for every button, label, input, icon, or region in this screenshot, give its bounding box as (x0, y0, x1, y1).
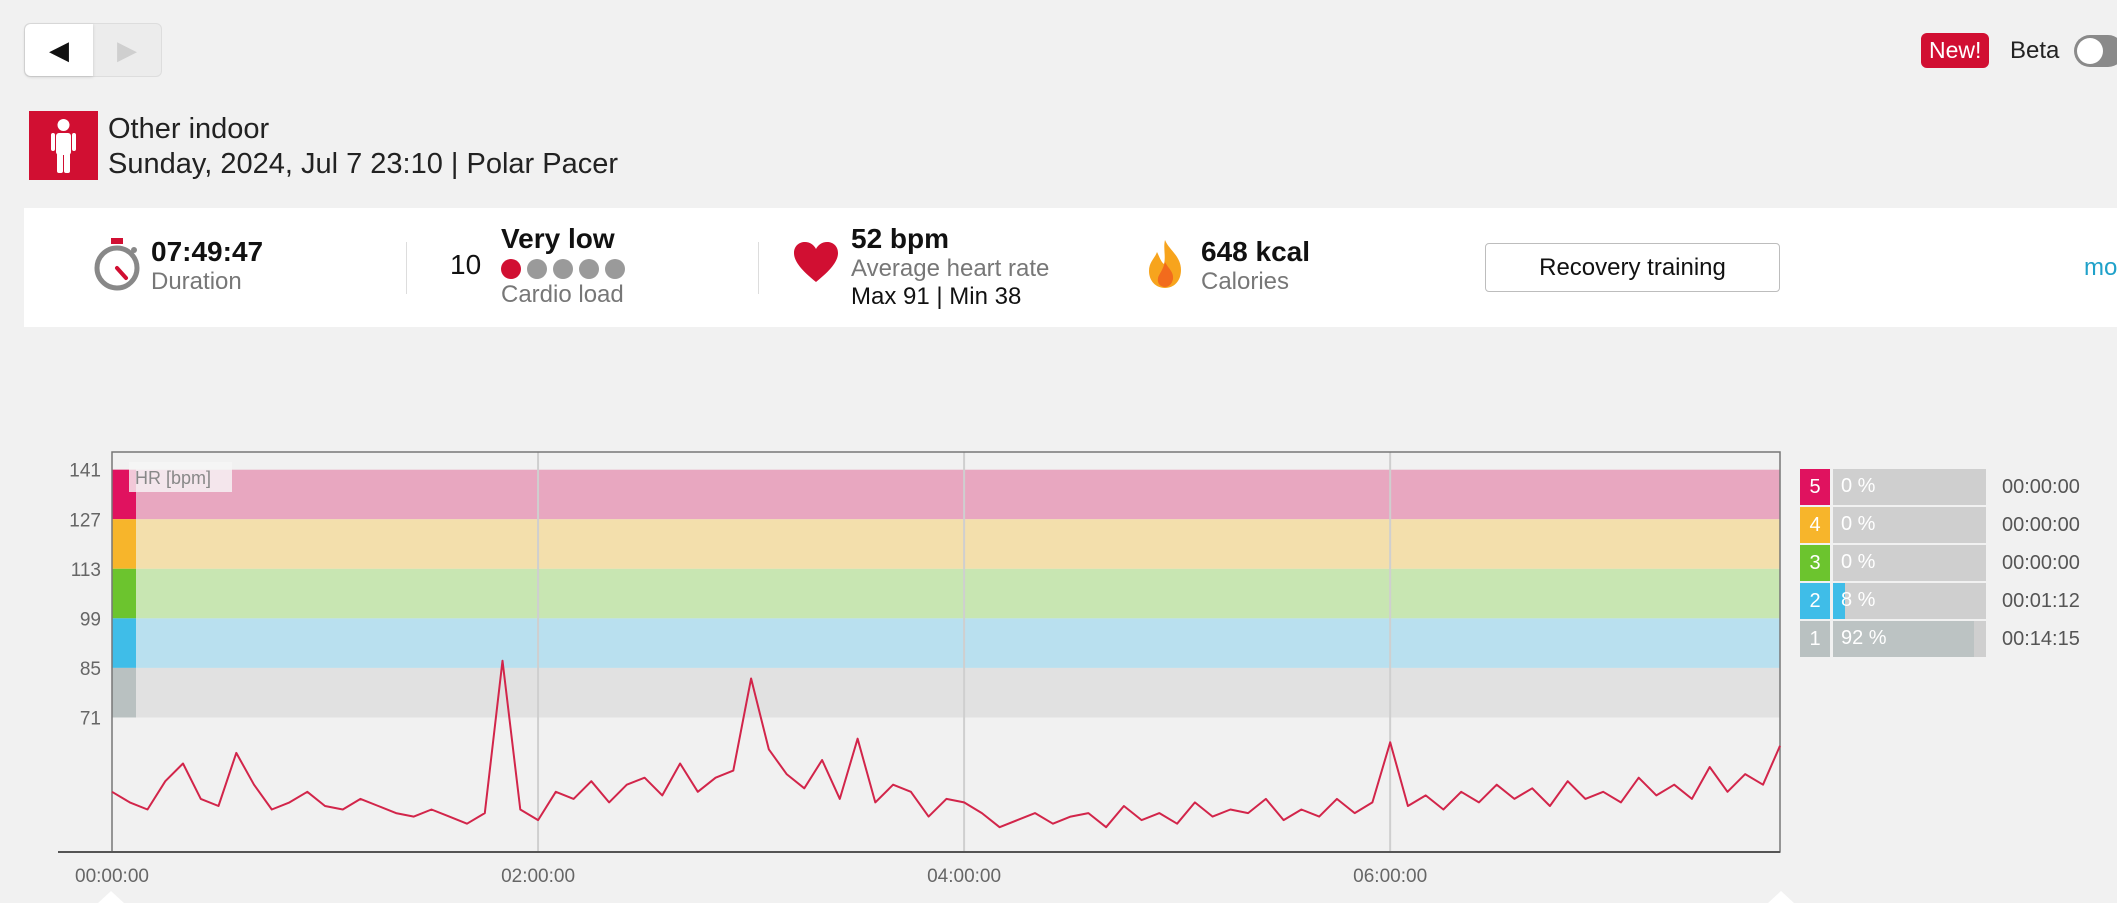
cardio-load-dot (501, 259, 521, 279)
zone-percent: 0 % (1841, 551, 1876, 573)
zone-number: 1 (1800, 621, 1830, 657)
calories-label: Calories (1201, 268, 1290, 295)
new-badge: New! (1921, 33, 1990, 68)
divider (758, 242, 759, 294)
hr-max-min: Max 91 | Min 38 (851, 283, 1022, 310)
cardio-load-level: Very low (501, 223, 615, 254)
cardio-load-dot (527, 259, 547, 279)
x-tick-label: 02:00:00 (501, 866, 575, 887)
next-session-button[interactable]: ▶ (93, 24, 161, 76)
zone-bar-fill (1833, 621, 1974, 657)
zone-percent: 0 % (1841, 475, 1876, 497)
zone-key-3 (112, 568, 136, 619)
zone-row: 1 92 % 00:14:15 (1800, 621, 2080, 657)
zone-percent: 0 % (1841, 513, 1876, 535)
zone-band-2 (112, 618, 1780, 668)
zone-bar: 0 % (1833, 507, 1986, 543)
duration-block: 07:49:47 Duration (151, 236, 263, 296)
session-nav: ◀ ▶ (24, 23, 162, 77)
series-label: HR [bpm] (135, 468, 211, 488)
flame-icon (1145, 238, 1185, 295)
zone-bar: 0 % (1833, 545, 1986, 581)
more-link[interactable]: mo (2084, 254, 2117, 281)
arrow-right-icon: ▶ (117, 34, 137, 65)
zone-number: 2 (1800, 583, 1830, 619)
zone-number: 4 (1800, 507, 1830, 543)
cardio-load-number: 10 (450, 249, 482, 280)
zone-bar-fill (1833, 583, 1846, 619)
cardio-load-dot (605, 259, 625, 279)
calories-value: 648 kcal (1201, 236, 1310, 267)
x-tick-label: 00:00:00 (75, 866, 149, 887)
cardio-load-dots (501, 259, 631, 281)
arrow-left-icon: ◀ (49, 34, 69, 65)
zone-band-1 (112, 667, 1780, 718)
zone-row: 5 0 % 00:00:00 (1800, 469, 2080, 505)
session-date-device: Sunday, 2024, Jul 7 23:10 | Polar Pacer (108, 148, 618, 180)
zone-band-4 (112, 519, 1780, 569)
y-tick-label: 99 (80, 609, 101, 630)
zone-number: 5 (1800, 469, 1830, 505)
avg-hr-label: Average heart rate (851, 255, 1050, 282)
beta-toggle[interactable] (2074, 35, 2117, 67)
toggle-knob (2077, 38, 2103, 64)
y-tick-label: 85 (80, 659, 101, 680)
y-tick-label: 141 (69, 461, 101, 482)
y-tick-label: 71 (80, 708, 101, 729)
sport-name: Other indoor (108, 113, 270, 145)
previous-session-button[interactable]: ◀ (25, 24, 93, 76)
zone-row: 2 8 % 00:01:12 (1800, 583, 2080, 619)
duration-label: Duration (151, 268, 242, 295)
y-tick-label: 113 (71, 560, 101, 581)
duration-value: 07:49:47 (151, 236, 264, 267)
zone-bar: 92 % (1833, 621, 1986, 657)
heart-rate-line (111, 659, 1781, 829)
cardio-load-block: Very low Cardio load (501, 223, 631, 309)
cardio-load-dot (579, 259, 599, 279)
divider (406, 242, 407, 294)
zone-key-1 (112, 667, 136, 718)
zone-bar: 0 % (1833, 469, 1986, 505)
x-tick-label: 04:00:00 (927, 866, 1001, 887)
zone-time: 00:00:00 (2002, 552, 2080, 574)
zone-time: 00:14:15 (2002, 628, 2080, 650)
heart-icon (793, 241, 839, 288)
y-tick-label: 127 (69, 510, 101, 531)
range-start-handle[interactable] (98, 891, 124, 903)
zone-time: 00:01:12 (2002, 590, 2080, 612)
beta-label: Beta (2010, 37, 2060, 64)
zone-key-4 (112, 519, 136, 569)
person-icon (29, 111, 98, 180)
calories-block: 648 kcal Calories (1201, 236, 1310, 296)
zone-percent: 92 % (1841, 627, 1887, 649)
zone-time: 00:00:00 (2002, 514, 2080, 536)
cardio-load-dot (553, 259, 573, 279)
heart-rate-chart: HR [bpm] 141 127 113 99 85 71 00:00:00 02:00:00 0… (58, 451, 1781, 887)
zone-time: 00:00:00 (2002, 476, 2080, 498)
zone-bar: 8 % (1833, 583, 1986, 619)
zone-key-2 (112, 618, 136, 668)
training-benefit-button[interactable]: Recovery training (1485, 243, 1780, 292)
zone-row: 3 0 % 00:00:00 (1800, 545, 2080, 581)
summary-bar: 07:49:47 Duration 10 Very low Cardio loa… (24, 208, 2117, 327)
series-label-bg (129, 462, 232, 492)
zone-row: 4 0 % 00:00:00 (1800, 507, 2080, 543)
zone-band-3 (112, 568, 1780, 619)
avg-hr-value: 52 bpm (851, 223, 950, 254)
heart-rate-block: 52 bpm Average heart rate Max 91 | Min 3… (851, 223, 1049, 311)
stopwatch-icon (92, 236, 142, 297)
zone-percent: 8 % (1841, 589, 1876, 611)
zone-band-5 (112, 469, 1780, 520)
zone-number: 3 (1800, 545, 1830, 581)
cardio-load-label: Cardio load (501, 281, 624, 308)
range-end-handle[interactable] (1768, 891, 1794, 903)
x-tick-label: 06:00:00 (1353, 866, 1427, 887)
